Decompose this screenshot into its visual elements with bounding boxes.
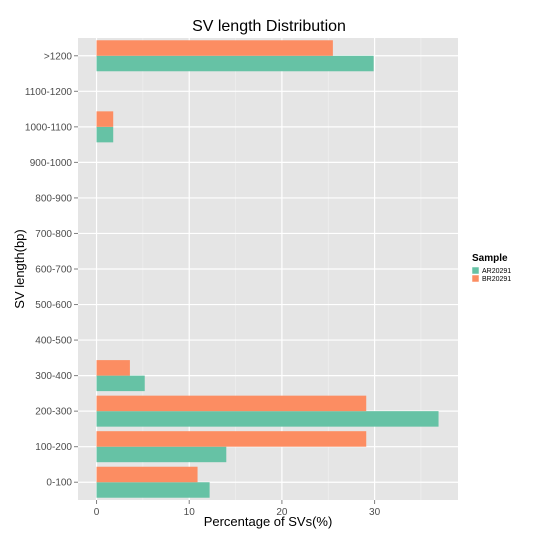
bar-AR20291-10	[96, 126, 114, 143]
y-axis-ticks: 0-100 100-200 200-300 300-400 400-500 500-600…	[25, 51, 78, 489]
y-tick-label: 200-300	[35, 407, 72, 418]
chart-title: SV length Distribution	[192, 18, 346, 35]
y-tick-label: 0-100	[46, 478, 72, 489]
y-tick-label: 1100-1200	[25, 87, 73, 98]
y-tick-label: 500-600	[35, 300, 72, 311]
x-tick-label: 10	[184, 507, 196, 518]
x-axis-title: Percentage of SVs(%)	[204, 514, 333, 529]
bar-BR20291-1	[96, 431, 367, 447]
x-axis-ticks: 0 10 20 30	[94, 500, 381, 518]
bar-AR20291-0	[96, 482, 210, 498]
y-tick-label: 400-500	[35, 336, 72, 347]
bar-AR20291-12	[96, 55, 374, 72]
bar-AR20291-3	[96, 375, 145, 392]
bar-BR20291-10	[96, 111, 114, 127]
bar-BR20291-3	[96, 360, 130, 376]
bar-BR20291-12	[96, 40, 333, 56]
y-tick-label: 700-800	[35, 229, 72, 240]
bar-BR20291-2	[96, 395, 367, 412]
bar-AR20291-1	[96, 446, 227, 463]
bars	[96, 40, 439, 498]
y-axis-title: SV length(bp)	[12, 229, 27, 309]
y-tick-label: >1200	[44, 51, 73, 62]
legend-label-AR20291: AR20291	[482, 268, 511, 275]
bar-AR20291-2	[96, 411, 439, 427]
y-tick-label: 800-900	[35, 193, 72, 204]
legend-title: Sample	[472, 253, 508, 264]
legend-swatch-AR20291	[471, 266, 480, 275]
bar-BR20291-0	[96, 466, 198, 483]
legend-swatch-BR20291	[471, 274, 480, 283]
y-tick-label: 900-1000	[30, 158, 73, 169]
y-tick-label: 100-200	[35, 442, 72, 453]
x-tick-label: 20	[276, 507, 288, 518]
x-tick-label: 30	[369, 507, 381, 518]
y-tick-label: 1000-1100	[25, 122, 73, 133]
y-tick-label: 300-400	[35, 371, 72, 382]
legend-label-BR20291: BR20291	[482, 276, 511, 283]
x-tick-label: 0	[94, 507, 100, 518]
y-tick-label: 600-700	[35, 265, 72, 276]
